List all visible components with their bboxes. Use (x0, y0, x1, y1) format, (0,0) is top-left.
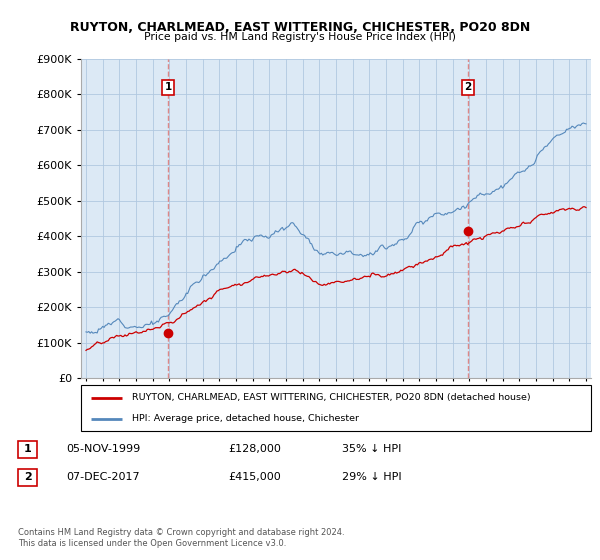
Text: 05-NOV-1999: 05-NOV-1999 (66, 444, 140, 454)
FancyBboxPatch shape (81, 385, 591, 431)
Text: 35% ↓ HPI: 35% ↓ HPI (342, 444, 401, 454)
Text: Contains HM Land Registry data © Crown copyright and database right 2024.
This d: Contains HM Land Registry data © Crown c… (18, 528, 344, 548)
Text: 1: 1 (164, 82, 172, 92)
Text: 29% ↓ HPI: 29% ↓ HPI (342, 472, 401, 482)
Text: 2: 2 (24, 472, 31, 482)
Text: RUYTON, CHARLMEAD, EAST WITTERING, CHICHESTER, PO20 8DN: RUYTON, CHARLMEAD, EAST WITTERING, CHICH… (70, 21, 530, 34)
Text: 2: 2 (464, 82, 472, 92)
Text: 1: 1 (24, 444, 31, 454)
Text: Price paid vs. HM Land Registry's House Price Index (HPI): Price paid vs. HM Land Registry's House … (144, 32, 456, 43)
Text: £128,000: £128,000 (228, 444, 281, 454)
Text: £415,000: £415,000 (228, 472, 281, 482)
Text: RUYTON, CHARLMEAD, EAST WITTERING, CHICHESTER, PO20 8DN (detached house): RUYTON, CHARLMEAD, EAST WITTERING, CHICH… (132, 393, 530, 402)
Text: 07-DEC-2017: 07-DEC-2017 (66, 472, 140, 482)
Text: HPI: Average price, detached house, Chichester: HPI: Average price, detached house, Chic… (132, 414, 359, 423)
